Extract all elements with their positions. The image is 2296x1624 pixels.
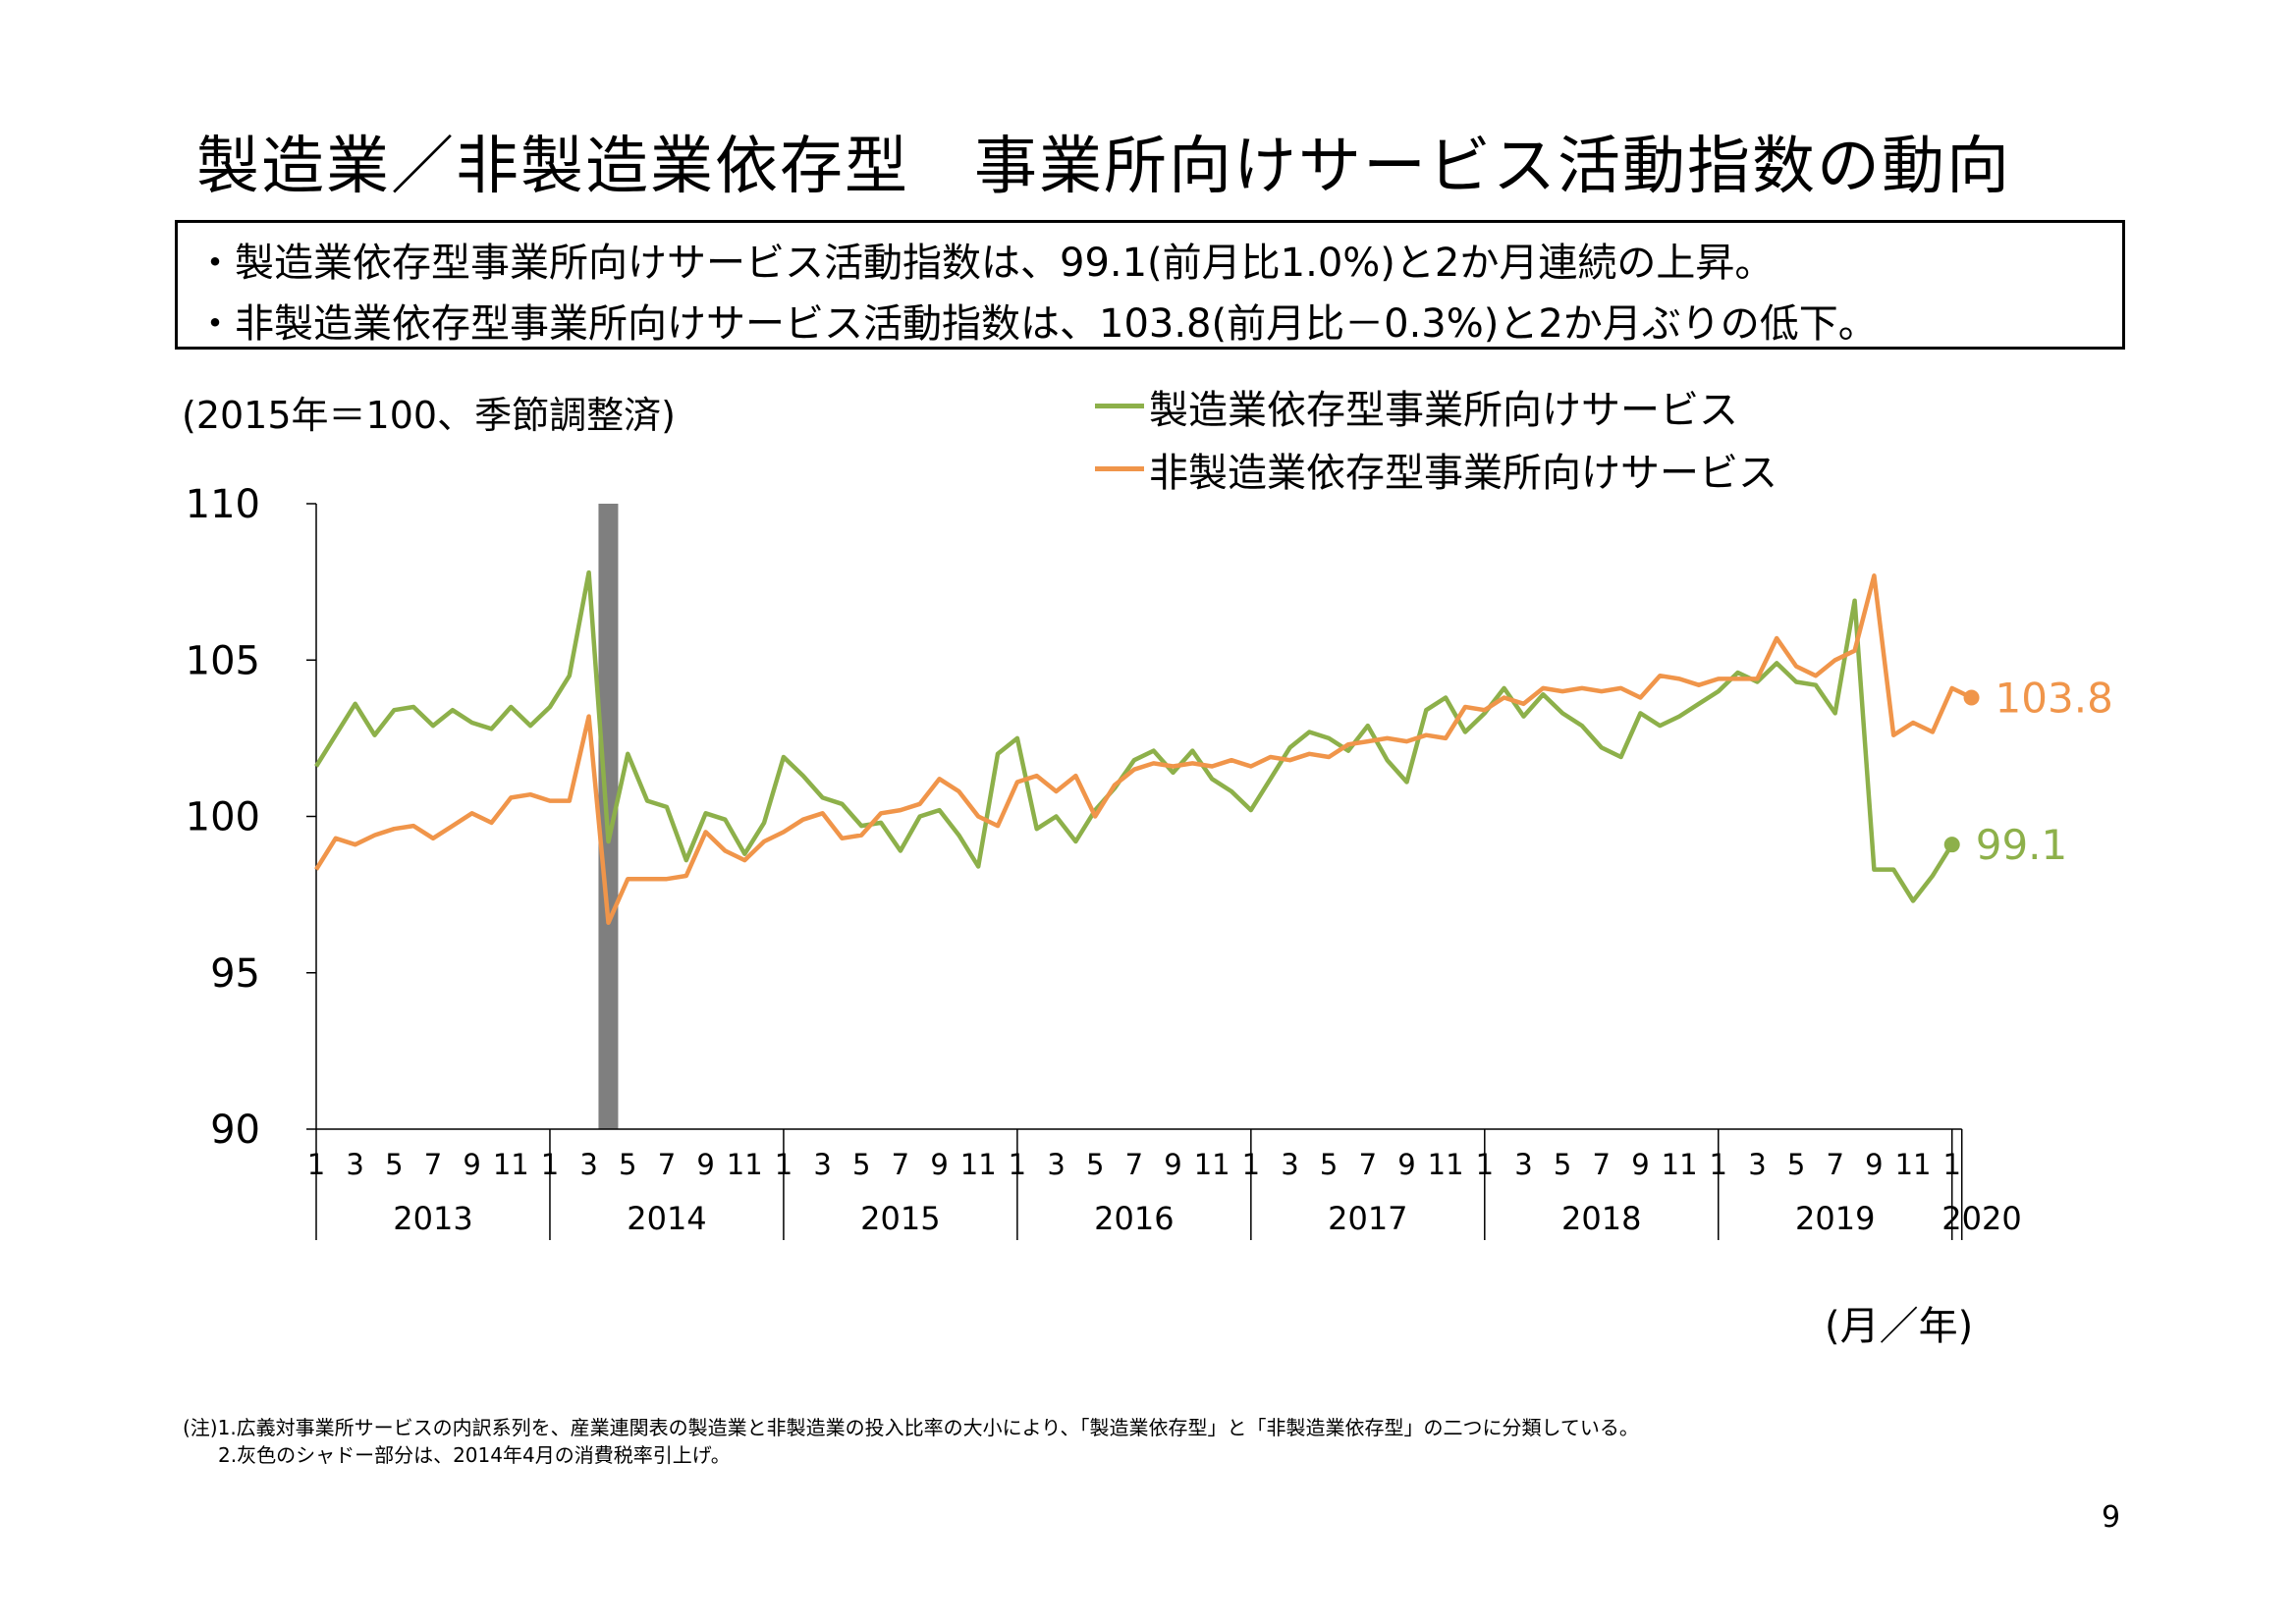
legend-swatch-manufacturing <box>1095 404 1144 408</box>
x-year-label: 2017 <box>1328 1200 1407 1237</box>
x-month-label: 3 <box>579 1148 597 1181</box>
end-point-non-manufacturing <box>1963 689 1980 706</box>
x-month-label: 1 <box>541 1148 559 1181</box>
x-month-label: 5 <box>619 1148 636 1181</box>
x-month-label: 7 <box>424 1148 442 1181</box>
x-month-label: 9 <box>930 1148 948 1181</box>
x-month-label: 3 <box>1281 1148 1298 1181</box>
x-month-label: 11 <box>960 1148 997 1181</box>
y-tick-label: 110 <box>186 482 260 527</box>
x-year-label: 2015 <box>860 1200 940 1237</box>
x-month-label: 5 <box>1086 1148 1104 1181</box>
x-month-label: 5 <box>1320 1148 1338 1181</box>
x-month-label: 3 <box>813 1148 831 1181</box>
y-tick-label: 105 <box>186 638 260 683</box>
x-month-label: 9 <box>696 1148 714 1181</box>
x-month-label: 1 <box>775 1148 793 1181</box>
x-year-label: 2019 <box>1795 1200 1875 1237</box>
x-month-label: 9 <box>463 1148 480 1181</box>
end-label-non-manufacturing: 103.8 <box>1995 674 2113 722</box>
x-month-label: 7 <box>1593 1148 1611 1181</box>
x-year-label: 2018 <box>1561 1200 1641 1237</box>
x-month-label: 5 <box>852 1148 870 1181</box>
x-month-label: 11 <box>1662 1148 1698 1181</box>
x-month-label: 7 <box>892 1148 909 1181</box>
x-month-label: 7 <box>1827 1148 1844 1181</box>
x-month-label: 1 <box>1710 1148 1727 1181</box>
summary-line-non-manufacturing: ・非製造業依存型事業所向けサービス活動指数は、103.8(前月比－0.3%)と2… <box>195 301 1878 347</box>
x-month-label: 9 <box>1164 1148 1181 1181</box>
footnote-2: 2.灰色のシャドー部分は、2014年4月の消費税率引上げ。 <box>218 1443 731 1467</box>
x-month-label: 3 <box>1514 1148 1532 1181</box>
x-month-label: 11 <box>727 1148 763 1181</box>
y-tick-label: 100 <box>186 795 260 840</box>
page-title: 製造業／非製造業依存型 事業所向けサービス活動指数の動向 <box>196 131 2011 203</box>
x-month-label: 11 <box>1194 1148 1230 1181</box>
series-line-manufacturing <box>314 569 1954 903</box>
legend-label-manufacturing: 製造業依存型事業所向けサービス <box>1149 388 1738 433</box>
x-month-label: 3 <box>1047 1148 1065 1181</box>
end-point-manufacturing <box>1943 837 1960 853</box>
x-year-label: 2016 <box>1094 1200 1174 1237</box>
x-month-label: 1 <box>1242 1148 1260 1181</box>
x-year-label: 2020 <box>1941 1200 2021 1237</box>
legend-label-non-manufacturing: 非製造業依存型事業所向けサービス <box>1149 451 1777 496</box>
x-month-label: 1 <box>1942 1148 1960 1181</box>
chart-unit-note: (2015年＝100、季節調整済) <box>182 394 676 437</box>
x-year-label: 2013 <box>393 1200 472 1237</box>
x-month-label: 7 <box>1359 1148 1377 1181</box>
x-month-label: 1 <box>1476 1148 1494 1181</box>
chart-legend: 製造業依存型事業所向けサービス 非製造業依存型事業所向けサービス <box>1095 378 1920 504</box>
legend-item-non-manufacturing: 非製造業依存型事業所向けサービス <box>1095 441 1920 504</box>
summary-line-manufacturing: ・製造業依存型事業所向けサービス活動指数は、99.1(前月比1.0%)と2か月連… <box>195 241 1775 286</box>
x-axis-unit: (月／年) <box>1825 1304 1974 1349</box>
page-number: 9 <box>2102 1500 2121 1535</box>
y-tick-label: 90 <box>210 1108 260 1153</box>
summary-box: ・製造業依存型事業所向けサービス活動指数は、99.1(前月比1.0%)と2か月連… <box>175 220 2125 350</box>
x-year-label: 2014 <box>627 1200 706 1237</box>
x-month-label: 1 <box>307 1148 325 1181</box>
legend-item-manufacturing: 製造業依存型事業所向けサービス <box>1095 378 1920 441</box>
x-month-label: 11 <box>493 1148 529 1181</box>
x-month-label: 9 <box>1631 1148 1649 1181</box>
x-month-label: 5 <box>1554 1148 1571 1181</box>
footnote-1: (注)1.広義対事業所サービスの内訳系列を、産業連関表の製造業と非製造業の投入比… <box>183 1416 1639 1439</box>
y-tick-label: 95 <box>210 951 260 997</box>
series-line-non-manufacturing <box>314 573 1973 926</box>
x-month-label: 3 <box>1748 1148 1766 1181</box>
x-month-label: 3 <box>346 1148 363 1181</box>
x-month-label: 11 <box>1428 1148 1464 1181</box>
end-label-manufacturing: 99.1 <box>1976 821 2068 869</box>
x-month-label: 5 <box>385 1148 403 1181</box>
x-month-label: 1 <box>1009 1148 1026 1181</box>
x-month-label: 7 <box>658 1148 676 1181</box>
x-month-label: 9 <box>1397 1148 1415 1181</box>
x-month-label: 11 <box>1895 1148 1932 1181</box>
x-month-label: 9 <box>1865 1148 1883 1181</box>
x-month-label: 5 <box>1787 1148 1805 1181</box>
x-month-label: 7 <box>1125 1148 1143 1181</box>
legend-swatch-non-manufacturing <box>1095 466 1144 471</box>
